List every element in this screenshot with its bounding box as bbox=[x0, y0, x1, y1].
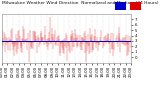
Text: Milwaukee Weather Wind Direction  Normalized and Median  (24 Hours) (New): Milwaukee Weather Wind Direction Normali… bbox=[2, 1, 160, 5]
